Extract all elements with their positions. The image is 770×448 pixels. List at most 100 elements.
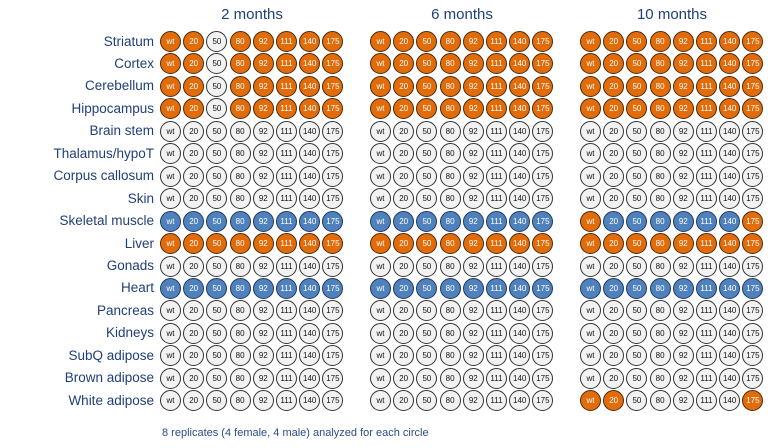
genotype-circle: wt — [160, 300, 181, 322]
genotype-circle: 175 — [322, 143, 344, 165]
genotype-circle: wt — [580, 165, 601, 187]
genotype-circle: wt — [370, 300, 391, 322]
genotype-circle: 80 — [439, 53, 461, 75]
genotype-circle: 20 — [603, 75, 625, 97]
genotype-circle: 20 — [603, 165, 625, 187]
genotype-circle: 20 — [183, 390, 205, 412]
tissue-label: Brain stem — [89, 123, 154, 139]
genotype-circle: 111 — [486, 233, 507, 255]
genotype-circle: wt — [160, 233, 181, 255]
genotype-circle: 50 — [626, 390, 648, 412]
genotype-circle: 80 — [649, 390, 671, 412]
genotype-circle: 80 — [229, 300, 251, 322]
genotype-circle: 80 — [229, 390, 251, 412]
genotype-circle: 20 — [183, 98, 205, 120]
genotype-circle: 175 — [322, 233, 344, 255]
genotype-circle: 50 — [416, 210, 438, 232]
genotype-circle: wt — [160, 165, 181, 187]
genotype-circle: 92 — [672, 143, 694, 165]
genotype-circle: 80 — [229, 255, 251, 277]
genotype-circle: 80 — [649, 98, 671, 120]
genotype-circle: 20 — [603, 300, 625, 322]
genotype-circle: 140 — [299, 53, 321, 75]
genotype-circle: 50 — [416, 345, 438, 367]
genotype-circle: 80 — [649, 53, 671, 75]
genotype-circle: 50 — [626, 188, 648, 210]
genotype-circle: 92 — [252, 277, 274, 299]
genotype-circle: 175 — [322, 165, 344, 187]
genotype-circle: 80 — [649, 120, 671, 142]
genotype-circle: wt — [370, 188, 391, 210]
genotype-circle: 111 — [276, 300, 297, 322]
genotype-circle: wt — [370, 233, 391, 255]
genotype-circle: 80 — [439, 367, 461, 389]
genotype-circle: wt — [580, 75, 601, 97]
genotype-circle: 92 — [252, 345, 274, 367]
genotype-circle: wt — [580, 367, 601, 389]
genotype-circle: 175 — [742, 210, 764, 232]
genotype-circle: 80 — [439, 120, 461, 142]
genotype-circle: 92 — [462, 345, 484, 367]
genotype-circle: 175 — [742, 75, 764, 97]
genotype-circle: 50 — [206, 165, 228, 187]
genotype-circle: 92 — [252, 31, 274, 52]
genotype-circle: 111 — [276, 367, 297, 389]
genotype-circle: 111 — [696, 210, 717, 232]
genotype-circle: 111 — [276, 210, 297, 232]
genotype-circle: 175 — [532, 210, 554, 232]
genotype-circle: 80 — [439, 188, 461, 210]
genotype-circle: 111 — [696, 120, 717, 142]
genotype-circle: 80 — [229, 165, 251, 187]
genotype-circle: wt — [160, 120, 181, 142]
genotype-circle: 80 — [649, 322, 671, 344]
genotype-circle: 80 — [649, 75, 671, 97]
genotype-circle: 140 — [299, 233, 321, 255]
genotype-circle: 50 — [206, 210, 228, 232]
genotype-circle: 20 — [183, 322, 205, 344]
genotype-circle: 140 — [509, 53, 531, 75]
genotype-circle: wt — [370, 367, 391, 389]
genotype-circle: 92 — [672, 210, 694, 232]
genotype-circle: 92 — [252, 165, 274, 187]
genotype-circle: 140 — [719, 75, 741, 97]
genotype-circle: 175 — [742, 188, 764, 210]
genotype-circle: 175 — [322, 390, 344, 412]
genotype-circle: 140 — [299, 98, 321, 120]
genotype-circle: 92 — [252, 255, 274, 277]
genotype-circle: 92 — [672, 322, 694, 344]
genotype-circle: wt — [370, 31, 391, 52]
genotype-circle: wt — [160, 188, 181, 210]
genotype-circle: 175 — [742, 322, 764, 344]
genotype-circle: 80 — [229, 367, 251, 389]
genotype-circle: 111 — [486, 277, 507, 299]
genotype-circle: 140 — [299, 345, 321, 367]
genotype-circle: 80 — [649, 255, 671, 277]
genotype-circle: 140 — [719, 390, 741, 412]
genotype-circle: 140 — [509, 322, 531, 344]
genotype-circle: 175 — [532, 322, 554, 344]
genotype-circle: 50 — [626, 53, 648, 75]
genotype-circle: 92 — [252, 367, 274, 389]
genotype-circle: 111 — [486, 98, 507, 120]
genotype-circle: 175 — [742, 120, 764, 142]
genotype-circle: 140 — [719, 210, 741, 232]
genotype-circle: 92 — [252, 322, 274, 344]
genotype-circle: 92 — [462, 390, 484, 412]
genotype-circle: 20 — [603, 98, 625, 120]
genotype-circle: 80 — [439, 255, 461, 277]
genotype-circle: wt — [160, 255, 181, 277]
genotype-circle: 92 — [462, 210, 484, 232]
tissue-label: Pancreas — [96, 302, 154, 318]
genotype-circle: 50 — [626, 165, 648, 187]
genotype-circle: 92 — [462, 75, 484, 97]
genotype-circle: 92 — [462, 31, 484, 52]
genotype-circle: 175 — [532, 233, 554, 255]
genotype-circle: 92 — [252, 390, 274, 412]
genotype-circle: 80 — [439, 345, 461, 367]
genotype-circle: 175 — [322, 300, 344, 322]
genotype-circle: 92 — [252, 120, 274, 142]
genotype-circle: wt — [580, 277, 601, 299]
genotype-circle: 50 — [206, 75, 228, 97]
genotype-circle: 111 — [696, 255, 717, 277]
tissue-label: Liver — [124, 235, 154, 251]
